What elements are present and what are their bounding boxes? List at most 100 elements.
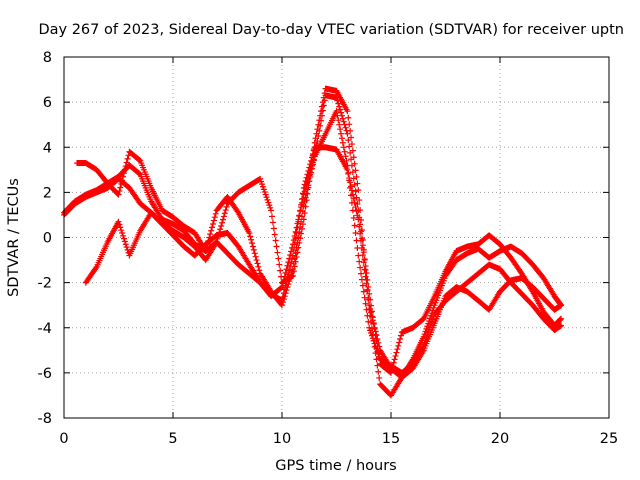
data-point — [307, 169, 314, 176]
data-point — [356, 197, 363, 204]
data-point — [558, 315, 565, 322]
data-point — [424, 323, 431, 330]
data-point — [285, 259, 292, 266]
data-point — [208, 227, 215, 234]
data-point — [291, 232, 298, 239]
data-point — [429, 316, 436, 323]
data-point — [281, 273, 288, 280]
data-point — [116, 221, 123, 228]
data-point — [118, 227, 125, 234]
data-point — [374, 362, 381, 369]
data-point — [315, 121, 322, 128]
data-point — [348, 192, 355, 199]
data-point — [348, 134, 355, 141]
data-point — [357, 230, 364, 237]
data-point — [339, 139, 346, 146]
data-point — [397, 336, 404, 343]
data-point — [116, 188, 123, 195]
data-point — [298, 204, 305, 211]
data-point — [349, 147, 356, 154]
data-point — [260, 186, 267, 193]
data-point — [222, 207, 229, 214]
data-point — [211, 214, 218, 221]
data-point — [268, 207, 275, 214]
x-tick-label: 10 — [273, 431, 291, 447]
data-point — [360, 259, 367, 266]
data-point — [278, 284, 285, 291]
data-point — [286, 255, 293, 262]
data-point — [348, 199, 355, 206]
data-point — [373, 345, 380, 352]
data-point — [367, 305, 374, 312]
data-point — [292, 228, 299, 235]
data-point — [368, 330, 375, 337]
data-point — [120, 173, 127, 180]
data-point — [250, 246, 257, 253]
data-point — [123, 244, 130, 251]
data-point — [361, 294, 368, 301]
data-point — [360, 288, 367, 295]
data-point — [288, 248, 295, 255]
data-point — [279, 297, 285, 304]
data-point — [372, 343, 379, 350]
data-point — [314, 126, 321, 133]
data-point — [296, 212, 303, 219]
data-point — [305, 175, 312, 182]
data-point — [306, 172, 313, 179]
tick-labels: 0 5 10 15 20 25 -8 -6 -4 -2 0 2 4 6 8 — [38, 50, 619, 447]
data-point — [253, 257, 260, 264]
data-point — [344, 162, 351, 169]
data-point — [261, 188, 268, 195]
data-point — [288, 260, 295, 267]
data-point — [342, 124, 349, 131]
data-point — [359, 282, 366, 289]
data-point — [350, 195, 357, 202]
data-point — [364, 287, 371, 294]
data-point — [320, 94, 327, 101]
data-point — [280, 276, 287, 283]
data-point — [295, 216, 302, 223]
data-point — [333, 108, 340, 115]
data-point — [337, 126, 344, 133]
data-point — [117, 184, 124, 191]
data-point — [427, 312, 434, 319]
data-point — [426, 317, 433, 324]
data-point — [558, 322, 565, 329]
data-point — [290, 237, 297, 244]
data-point — [217, 226, 224, 233]
data-point — [258, 178, 265, 185]
data-point — [354, 201, 361, 208]
data-point — [352, 167, 359, 174]
x-tick-label: 5 — [168, 431, 177, 447]
data-point — [249, 240, 256, 247]
data-point — [352, 188, 359, 195]
data-point — [558, 302, 565, 309]
data-point — [370, 320, 377, 327]
data-point — [368, 309, 375, 316]
data-point — [365, 318, 372, 325]
data-point — [372, 328, 379, 335]
data-point — [318, 103, 325, 110]
data-point — [363, 280, 370, 287]
data-point — [347, 184, 354, 191]
data-point — [303, 182, 310, 189]
data-point — [271, 231, 278, 238]
data-point — [353, 173, 360, 180]
data-point — [302, 185, 309, 192]
data-point — [210, 217, 217, 224]
data-point — [345, 169, 352, 176]
data-point — [259, 183, 266, 190]
data-point — [269, 219, 276, 226]
data-point — [375, 368, 382, 375]
data-point — [283, 266, 290, 273]
y-tick-label: 8 — [43, 50, 52, 66]
y-tick-label: 2 — [43, 185, 52, 201]
y-tick-label: 6 — [43, 95, 52, 111]
data-point — [427, 315, 434, 322]
data-point — [349, 207, 356, 214]
data-point — [247, 233, 254, 240]
data-point — [136, 157, 143, 164]
data-point — [273, 243, 280, 250]
data-point — [351, 181, 358, 188]
